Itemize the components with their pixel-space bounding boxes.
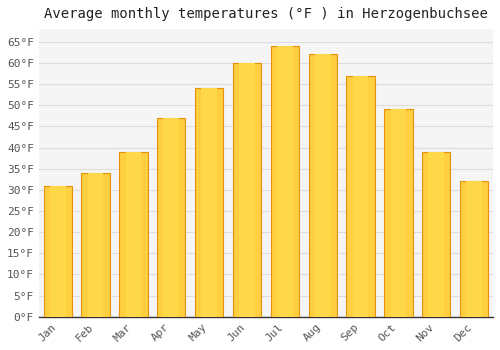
Bar bbox=[233, 63, 261, 317]
Bar bbox=[270, 46, 299, 317]
Bar bbox=[44, 186, 72, 317]
Bar bbox=[466, 181, 482, 317]
Bar bbox=[164, 118, 179, 317]
Bar bbox=[422, 152, 450, 317]
Bar bbox=[315, 55, 330, 317]
Bar bbox=[126, 152, 141, 317]
Bar bbox=[277, 46, 292, 317]
Bar bbox=[157, 118, 186, 317]
Bar bbox=[390, 110, 406, 317]
Bar bbox=[460, 181, 488, 317]
Bar bbox=[195, 88, 224, 317]
Bar bbox=[88, 173, 104, 317]
Bar bbox=[428, 152, 444, 317]
Bar bbox=[119, 152, 148, 317]
Title: Average monthly temperatures (°F ) in Herzogenbuchsee: Average monthly temperatures (°F ) in He… bbox=[44, 7, 488, 21]
Bar bbox=[308, 55, 337, 317]
Bar bbox=[50, 186, 66, 317]
Bar bbox=[384, 110, 412, 317]
Bar bbox=[82, 173, 110, 317]
Bar bbox=[346, 76, 375, 317]
Bar bbox=[353, 76, 368, 317]
Bar bbox=[202, 88, 217, 317]
Bar bbox=[239, 63, 255, 317]
